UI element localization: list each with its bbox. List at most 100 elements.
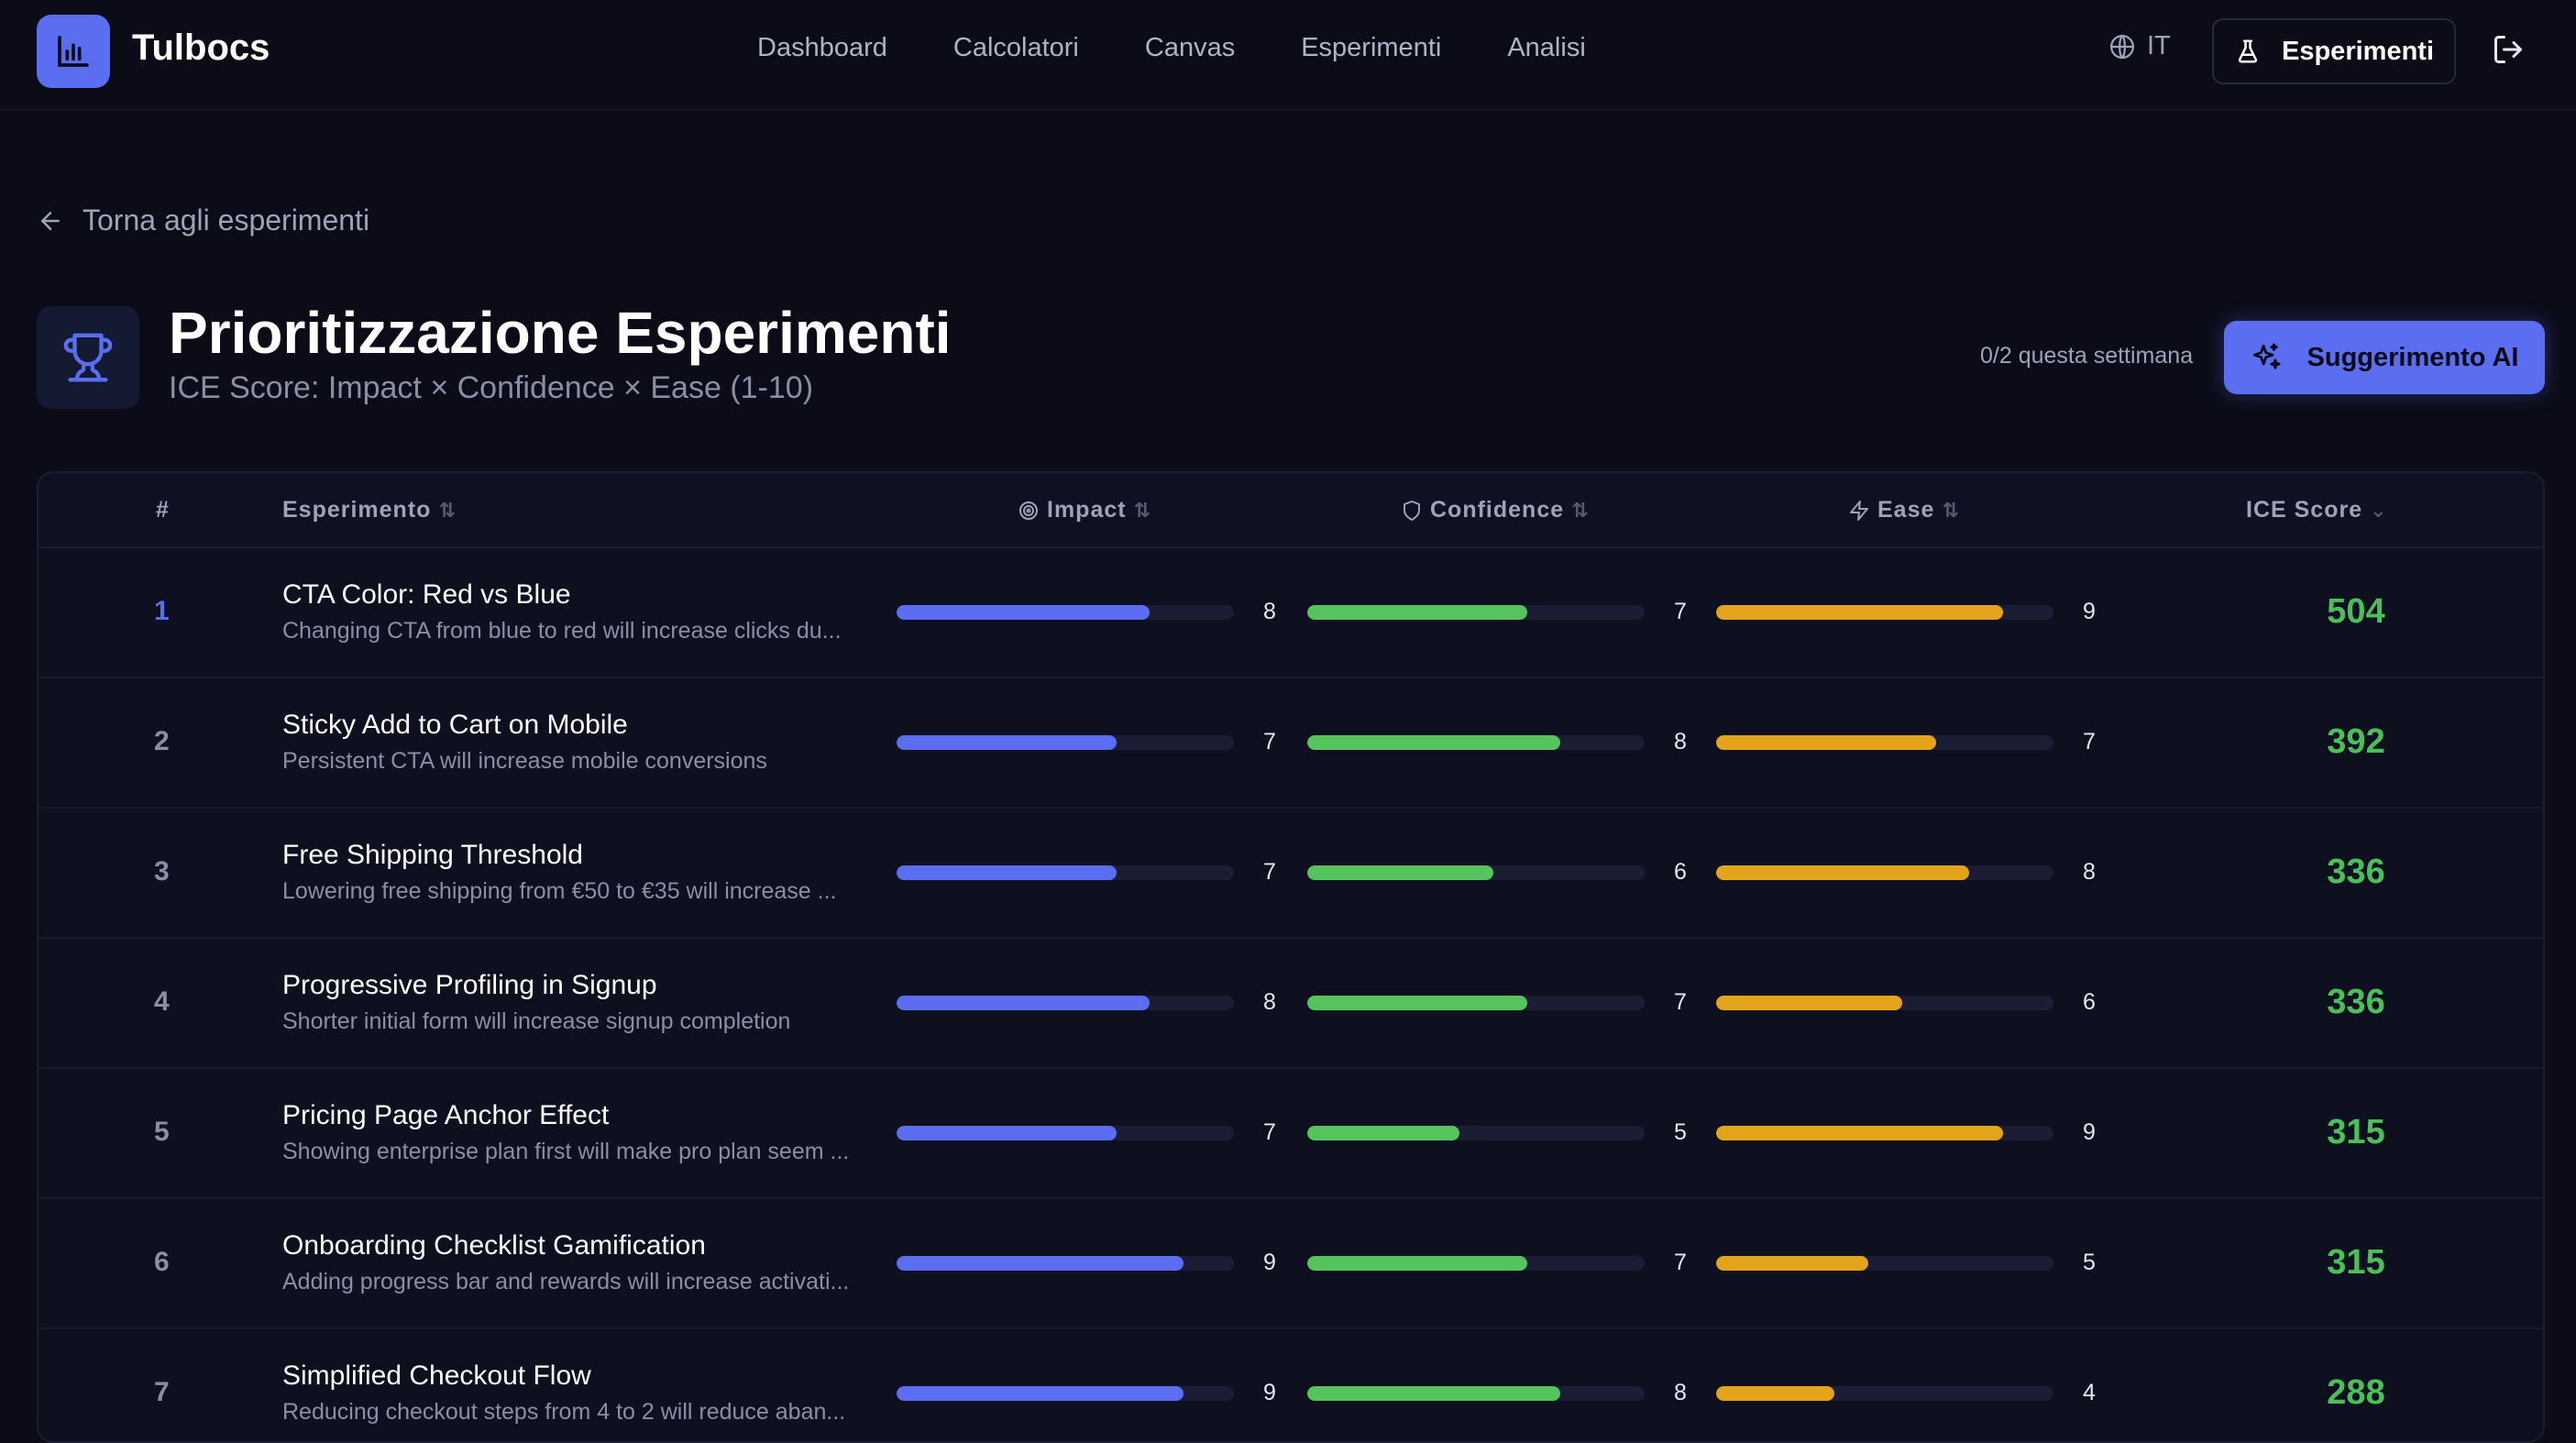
table-row[interactable]: 1 CTA Color: Red vs Blue Changing CTA from… xyxy=(39,548,2543,678)
globe-icon xyxy=(2110,34,2134,59)
table-row[interactable]: 2 Sticky Add to Cart on Mobile Persistent … xyxy=(39,678,2543,809)
table-row[interactable]: 5 Pricing Page Anchor Effect Showing enter… xyxy=(39,1069,2543,1199)
confidence-value: 8 xyxy=(1674,1380,1687,1405)
column-impact[interactable]: Impact ⇅ xyxy=(1018,497,1151,523)
experiments-button-label: Esperimenti xyxy=(2282,36,2434,66)
sort-icon: ⇅ xyxy=(1133,498,1152,522)
ease-bar-fill xyxy=(1716,1256,1868,1271)
impact-bar-fill xyxy=(897,996,1150,1010)
ice-score-table: # Esperimento ⇅ Impact ⇅ Confidence ⇅ Ea… xyxy=(37,471,2545,1443)
page-title: Prioritizzazione Esperimenti xyxy=(169,300,952,366)
column-ice-score[interactable]: ICE Score ⌄ xyxy=(2246,497,2388,523)
language-selector[interactable]: IT xyxy=(2108,31,2171,61)
ease-bar-fill xyxy=(1716,605,2003,620)
main-nav: Dashboard Calcolatori Canvas Esperimenti… xyxy=(757,33,1652,63)
nav-dashboard[interactable]: Dashboard xyxy=(757,33,887,62)
sort-icon: ⇅ xyxy=(1571,498,1590,522)
impact-bar-fill xyxy=(897,1386,1183,1401)
target-icon xyxy=(1019,501,1038,520)
nav-esperimenti[interactable]: Esperimenti xyxy=(1301,33,1442,62)
flask-icon xyxy=(2238,39,2258,63)
experiment-description: Lowering free shipping from €50 to €35 w… xyxy=(282,878,837,904)
column-confidence[interactable]: Confidence ⇅ xyxy=(1401,497,1590,523)
ice-score-value: 315 xyxy=(2327,1243,2385,1282)
back-to-experiments-link[interactable]: Torna agli esperimenti xyxy=(37,204,369,237)
impact-bar xyxy=(897,735,1234,750)
impact-bar xyxy=(897,1386,1234,1401)
column-ice-score-label: ICE Score xyxy=(2246,497,2363,523)
impact-value: 8 xyxy=(1263,599,1276,624)
row-rank: 7 xyxy=(154,1377,170,1407)
sparkles-icon xyxy=(2252,343,2281,369)
language-label: IT xyxy=(2147,31,2171,61)
experiment-name: Onboarding Checklist Gamification xyxy=(282,1230,706,1261)
logo-icon[interactable] xyxy=(37,15,110,88)
table-row[interactable]: 3 Free Shipping Threshold Lowering free sh… xyxy=(39,809,2543,939)
impact-bar xyxy=(897,865,1234,880)
ease-bar-fill xyxy=(1716,735,1936,750)
impact-value: 7 xyxy=(1263,729,1276,755)
experiments-button[interactable]: Esperimenti xyxy=(2212,18,2456,84)
table-row[interactable]: 7 Simplified Checkout Flow Reducing checko… xyxy=(39,1329,2543,1441)
confidence-bar-fill xyxy=(1307,1256,1527,1271)
column-ease-label: Ease xyxy=(1877,497,1935,523)
ease-value: 9 xyxy=(2083,599,2096,624)
ai-suggestion-button[interactable]: Suggerimento AI xyxy=(2224,321,2545,394)
confidence-value: 7 xyxy=(1674,989,1687,1015)
experiment-description: Reducing checkout steps from 4 to 2 will… xyxy=(282,1399,846,1425)
experiment-name: Free Shipping Threshold xyxy=(282,840,583,870)
confidence-bar-fill xyxy=(1307,865,1493,880)
nav-canvas[interactable]: Canvas xyxy=(1144,33,1236,62)
brand-name[interactable]: Tulbocs xyxy=(132,28,270,68)
experiment-description: Adding progress bar and rewards will inc… xyxy=(282,1269,850,1294)
confidence-value: 8 xyxy=(1674,729,1687,755)
ease-bar-fill xyxy=(1716,865,1969,880)
confidence-bar xyxy=(1307,1256,1645,1271)
arrow-left-icon xyxy=(41,211,60,230)
impact-value: 8 xyxy=(1263,989,1276,1015)
experiment-description: Showing enterprise plan first will make … xyxy=(282,1139,850,1164)
ice-score-value: 504 xyxy=(2327,592,2385,631)
column-rank: # xyxy=(156,497,170,523)
ease-bar xyxy=(1716,865,2053,880)
ease-bar-fill xyxy=(1716,1126,2003,1140)
column-ease[interactable]: Ease ⇅ xyxy=(1848,497,1960,523)
confidence-value: 7 xyxy=(1674,599,1687,624)
page-subtitle: ICE Score: Impact × Confidence × Ease (1… xyxy=(169,370,814,405)
impact-bar-fill xyxy=(897,865,1117,880)
table-header: # Esperimento ⇅ Impact ⇅ Confidence ⇅ Ea… xyxy=(39,473,2543,548)
confidence-bar-fill xyxy=(1307,1126,1459,1140)
table-row[interactable]: 4 Progressive Profiling in Signup Shorter … xyxy=(39,939,2543,1069)
nav-calcolatori[interactable]: Calcolatori xyxy=(952,33,1079,62)
nav-analisi[interactable]: Analisi xyxy=(1507,33,1586,62)
confidence-bar xyxy=(1307,735,1645,750)
impact-bar xyxy=(897,996,1234,1010)
ease-value: 4 xyxy=(2083,1380,2096,1405)
column-confidence-label: Confidence xyxy=(1430,497,1565,523)
sort-icon: ⇅ xyxy=(1942,498,1960,522)
ease-value: 6 xyxy=(2083,989,2096,1015)
sort-icon: ⇅ xyxy=(438,498,457,522)
table-row[interactable]: 6 Onboarding Checklist Gamification Adding… xyxy=(39,1199,2543,1329)
row-rank: 3 xyxy=(154,856,170,887)
experiment-description: Persistent CTA will increase mobile conv… xyxy=(282,748,767,774)
lightning-icon xyxy=(1850,500,1868,521)
impact-bar-fill xyxy=(897,735,1117,750)
ease-bar xyxy=(1716,996,2053,1010)
impact-bar-fill xyxy=(897,1256,1183,1271)
impact-bar xyxy=(897,605,1234,620)
column-impact-label: Impact xyxy=(1047,497,1127,523)
top-navigation-bar: Tulbocs Dashboard Calcolatori Canvas Esp… xyxy=(0,0,2576,110)
experiment-description: Changing CTA from blue to red will incre… xyxy=(282,618,842,644)
ease-bar-fill xyxy=(1716,1386,1834,1401)
ease-value: 9 xyxy=(2083,1119,2096,1145)
ice-score-value: 288 xyxy=(2327,1373,2385,1412)
logout-icon[interactable] xyxy=(2492,33,2528,70)
confidence-bar xyxy=(1307,1126,1645,1140)
row-rank: 2 xyxy=(154,726,170,756)
ice-score-value: 336 xyxy=(2327,853,2385,891)
confidence-bar-fill xyxy=(1307,735,1560,750)
column-experiment[interactable]: Esperimento ⇅ xyxy=(282,497,457,523)
confidence-bar-fill xyxy=(1307,605,1527,620)
experiment-name: Simplified Checkout Flow xyxy=(282,1360,591,1391)
